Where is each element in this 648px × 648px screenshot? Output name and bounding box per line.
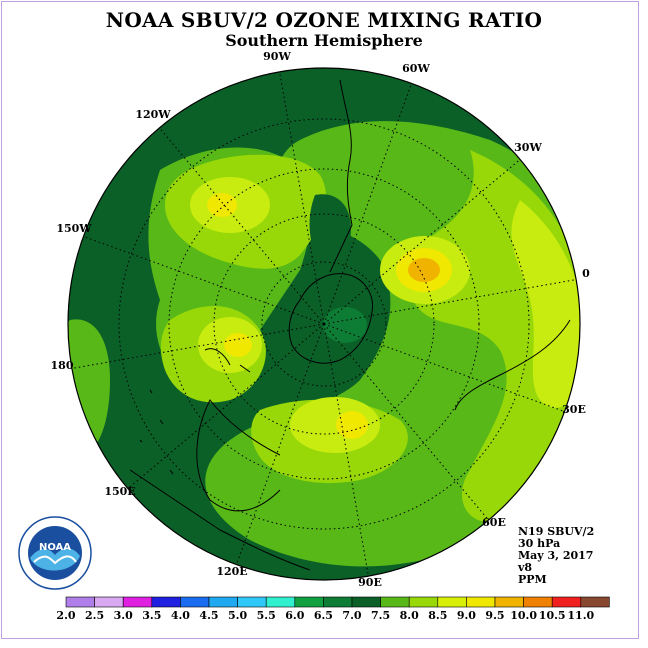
colorbar-swatch <box>580 596 610 608</box>
colorbar-tick-label: 3.0 <box>114 609 133 622</box>
contour-9-0-east <box>408 258 440 282</box>
longitude-label: 150E <box>104 485 135 498</box>
lat-circle-30 <box>168 168 480 480</box>
info-satellite: N19 SBUV/2 <box>518 525 595 538</box>
colorbar-swatch <box>323 596 353 608</box>
colorbar-swatch <box>65 596 95 608</box>
colorbar-tick-label: 3.5 <box>142 609 161 622</box>
colorbar-swatch <box>122 596 153 608</box>
contour-6-5-arm <box>309 194 351 264</box>
colorbar-tick-label: 10.0 <box>510 609 537 622</box>
contour-8-0-bottom <box>290 397 380 453</box>
longitude-label: 30W <box>514 141 542 154</box>
longitude-label: 60E <box>482 516 506 529</box>
info-units: PPM <box>518 573 547 586</box>
lat-circle-60 <box>261 261 387 387</box>
colorbar-swatch <box>523 596 553 608</box>
colorbar-swatch <box>94 596 124 608</box>
colorbar-tick-label: 8.5 <box>428 609 447 622</box>
colorbar-swatch <box>494 596 524 608</box>
longitude-label: 0 <box>582 267 590 280</box>
longitude-labels: 90W 60W 30W 0 30E 60E 90E 120E 150E 180 150W 120W <box>51 50 591 589</box>
map-subtitle: Southern Hemisphere <box>225 31 423 50</box>
colorbar-swatch <box>294 596 324 608</box>
coast-australia <box>196 399 281 512</box>
coast-antarctic-peninsula <box>329 224 353 273</box>
coast-africa <box>454 319 571 411</box>
colorbar-swatch <box>437 596 467 608</box>
colorbar-tick-label: 8.0 <box>400 609 419 622</box>
info-level: 30 hPa <box>518 537 561 550</box>
colorbar-tick-label: 9.0 <box>457 609 476 622</box>
logo-text: NOAA <box>39 542 71 553</box>
longitude-label: 60W <box>402 62 430 75</box>
colorbar-swatch <box>551 596 582 608</box>
coast-east-antarctic-islands <box>139 389 174 475</box>
info-panel: N19 SBUV/2 30 hPa May 3, 2017 v8 PPM <box>518 526 594 586</box>
longitude-label: 120E <box>216 565 247 578</box>
noaa-logo: NOAA <box>18 516 92 590</box>
coast-indonesia <box>129 469 311 571</box>
map-title: NOAA SBUV/2 OZONE MIXING RATIO <box>105 8 543 32</box>
contour-8-5-top <box>207 193 237 217</box>
coast-new-zealand <box>204 348 251 373</box>
ozone-field <box>68 68 580 580</box>
colorbar-swatch <box>351 596 381 608</box>
colorbar-tick-label: 9.5 <box>485 609 504 622</box>
colorbar-swatch <box>151 596 181 608</box>
colorbar-tick-label: 6.5 <box>314 609 333 622</box>
colorbar-tick-label: 6.0 <box>285 609 304 622</box>
colorbar-swatch <box>380 596 410 608</box>
graticule <box>71 71 577 577</box>
colorbar-tick-label: 11.0 <box>567 609 594 622</box>
colorbar-swatch <box>237 596 267 608</box>
contour-8-5-mid <box>224 333 252 357</box>
contour-6-5-core <box>323 307 367 343</box>
colorbar-swatch <box>408 596 439 608</box>
colorbar-tick-label: 4.5 <box>199 609 218 622</box>
colorbar-tick-label: 5.0 <box>228 609 247 622</box>
colorbar-swatch <box>265 596 296 608</box>
colorbar-swatch <box>466 596 496 608</box>
map-boundary <box>67 67 581 581</box>
longitude-label: 30E <box>562 403 586 416</box>
longitude-label: 180 <box>51 359 74 372</box>
coast-south-america <box>339 79 353 226</box>
colorbar-tick-label: 10.5 <box>539 609 566 622</box>
contour-8-5-bottom <box>336 411 368 439</box>
colorbar-tick-label: 5.5 <box>257 609 276 622</box>
figure-frame <box>1 1 639 639</box>
longitude-label: 90W <box>263 50 291 63</box>
colorbar-tick-label: 4.0 <box>171 609 190 622</box>
colorbar-tick-label: 7.5 <box>371 609 390 622</box>
lat-circle-15 <box>118 118 530 530</box>
info-date: May 3, 2017 <box>518 549 594 562</box>
longitude-label: 120W <box>135 108 171 121</box>
colorbar-tick-label: 2.5 <box>85 609 104 622</box>
coast-antarctica <box>288 273 374 364</box>
coastlines <box>129 79 571 571</box>
colorbar-swatch <box>180 596 210 608</box>
colorbar-tick-label: 7.0 <box>342 609 361 622</box>
longitude-label: 90E <box>358 576 382 589</box>
colorbar: 2.0 2.5 3.0 3.5 4.0 4.5 5.0 5.5 6.0 6.5 7.0 7.5 8.0 8… <box>56 596 610 622</box>
longitude-label: 150W <box>56 222 92 235</box>
colorbar-swatch <box>208 596 238 608</box>
contour-8-0-right <box>511 200 580 408</box>
lat-circle-45 <box>213 213 435 435</box>
info-version: v8 <box>518 561 533 574</box>
colorbar-tick-label: 2.0 <box>56 609 75 622</box>
